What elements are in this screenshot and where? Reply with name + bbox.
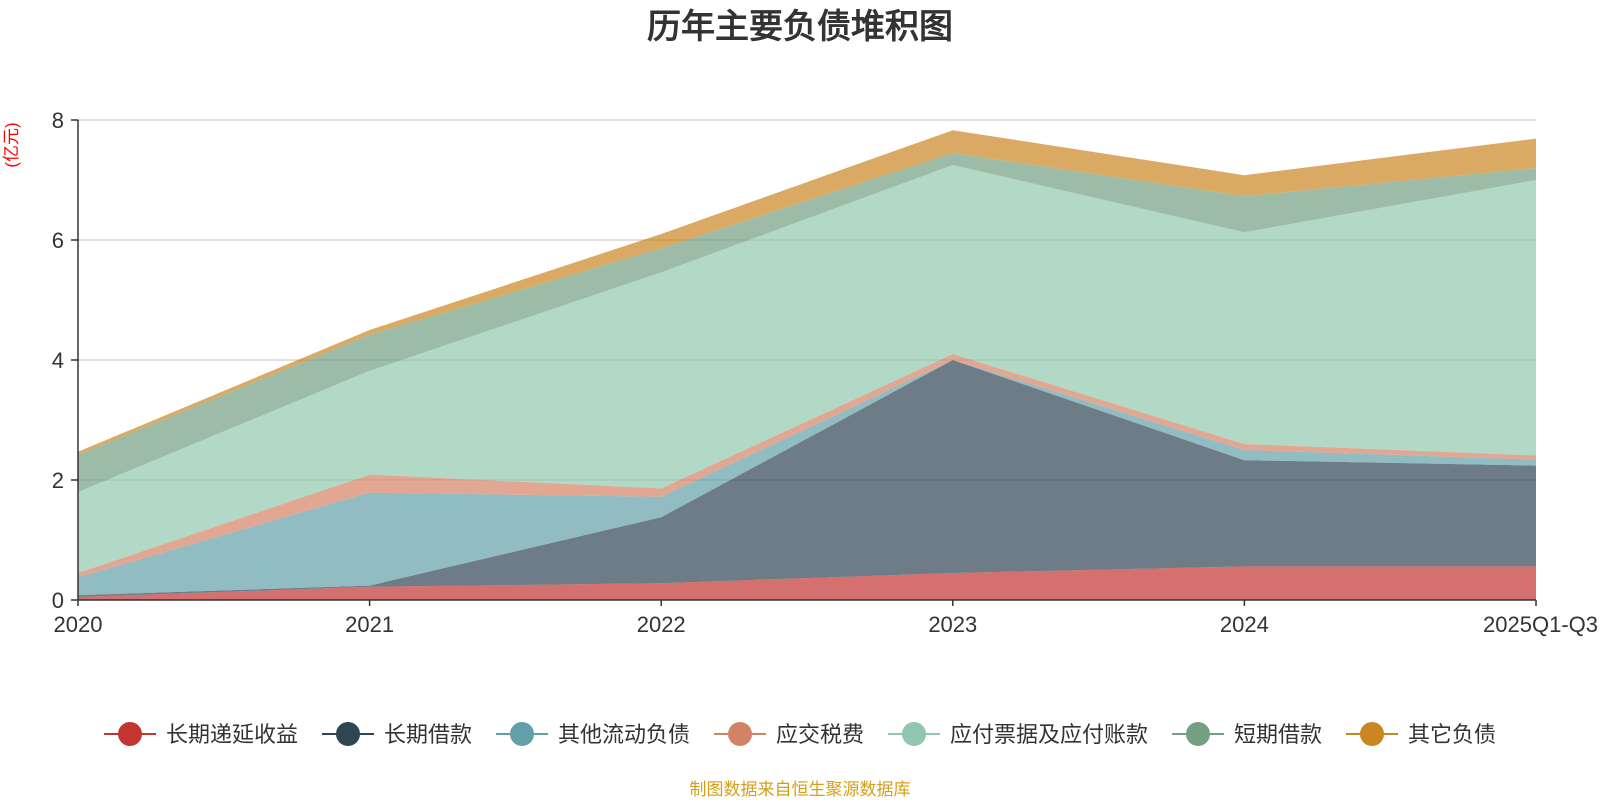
legend-marker-4 — [902, 722, 926, 746]
legend-marker-0 — [118, 722, 142, 746]
x-tick-label-1: 2021 — [345, 612, 394, 637]
legend-item-0[interactable]: 长期递延收益 — [104, 722, 298, 747]
area-4 — [78, 165, 1536, 573]
legend-item-6[interactable]: 其它负债 — [1346, 722, 1496, 747]
y-tick-labels: 0 2 4 6 8 — [52, 108, 64, 613]
y-tick-label-2: 4 — [52, 348, 64, 373]
area-5 — [78, 153, 1536, 492]
legend-label-6: 其它负债 — [1408, 722, 1496, 747]
legend-marker-2 — [510, 722, 534, 746]
y-tick-label-0: 0 — [52, 588, 64, 613]
legend[interactable]: 长期递延收益 长期借款 其他流动负债 应交税费 应付票据及应付账款 短期借款 其它负债 — [104, 722, 1496, 747]
area-0 — [78, 566, 1536, 600]
x-tick-label-5: 2025Q1-Q3 — [1483, 612, 1598, 637]
chart-title: 历年主要负债堆积图 — [647, 7, 953, 47]
y-axis-unit-label: (亿元) — [2, 122, 21, 167]
legend-item-1[interactable]: 长期借款 — [322, 722, 472, 747]
legend-marker-6 — [1360, 722, 1384, 746]
x-tick-label-0: 2020 — [54, 612, 103, 637]
legend-item-4[interactable]: 应付票据及应付账款 — [888, 722, 1148, 747]
legend-label-4: 应付票据及应付账款 — [950, 722, 1148, 747]
legend-item-5[interactable]: 短期借款 — [1172, 722, 1322, 747]
y-tick-label-3: 6 — [52, 228, 64, 253]
legend-item-3[interactable]: 应交税费 — [714, 722, 864, 747]
source-note: 制图数据来自恒生聚源数据库 — [690, 780, 911, 799]
area-1 — [78, 360, 1536, 597]
x-tick-label-3: 2023 — [928, 612, 977, 637]
y-tick-label-4: 8 — [52, 108, 64, 133]
legend-item-2[interactable]: 其他流动负债 — [496, 722, 690, 747]
legend-marker-3 — [728, 722, 752, 746]
x-tick-label-4: 2024 — [1220, 612, 1269, 637]
legend-marker-5 — [1186, 722, 1210, 746]
area-series — [78, 130, 1536, 600]
legend-label-2: 其他流动负债 — [558, 722, 690, 747]
legend-marker-1 — [336, 722, 360, 746]
area-6 — [78, 130, 1536, 455]
legend-label-0: 长期递延收益 — [166, 722, 298, 747]
axes — [71, 119, 1537, 606]
x-tick-labels: 2020 2021 2022 2023 2024 2025Q1-Q3 — [54, 612, 1598, 637]
legend-label-5: 短期借款 — [1234, 722, 1322, 747]
y-tick-label-1: 2 — [52, 468, 64, 493]
x-tick-label-2: 2022 — [637, 612, 686, 637]
legend-label-3: 应交税费 — [776, 722, 864, 747]
area-2 — [78, 360, 1536, 596]
legend-label-1: 长期借款 — [384, 722, 472, 747]
